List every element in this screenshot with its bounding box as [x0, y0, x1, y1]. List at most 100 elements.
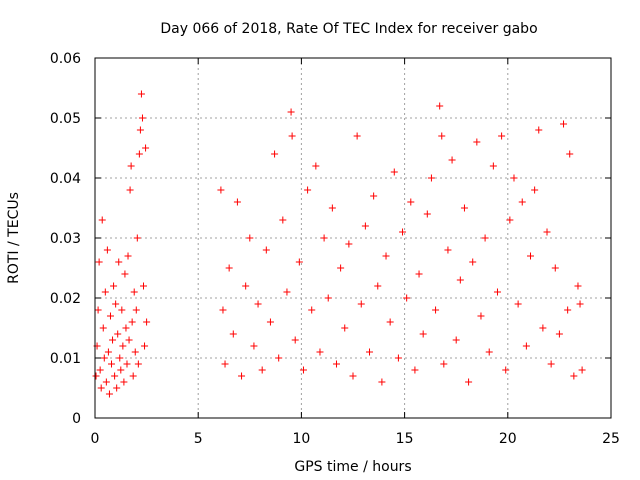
data-point — [128, 318, 136, 326]
data-point — [96, 366, 104, 374]
data-point — [287, 108, 295, 116]
data-point — [456, 276, 464, 284]
data-point — [361, 222, 369, 230]
data-point — [138, 114, 146, 122]
data-point — [109, 336, 117, 344]
data-point — [353, 132, 361, 140]
data-point — [140, 282, 148, 290]
data-point — [129, 372, 137, 380]
y-tick-label: 0 — [72, 411, 81, 427]
data-point — [299, 366, 307, 374]
data-point — [229, 330, 237, 338]
data-point — [123, 360, 131, 368]
data-point — [137, 90, 145, 98]
data-point — [506, 216, 514, 224]
data-point — [141, 342, 149, 350]
data-point — [498, 132, 506, 140]
data-point — [477, 312, 485, 320]
data-point — [332, 360, 340, 368]
data-point — [125, 336, 133, 344]
data-points — [92, 90, 586, 398]
data-point — [394, 354, 402, 362]
data-point — [324, 294, 332, 302]
data-point — [122, 324, 130, 332]
data-point — [448, 156, 456, 164]
grid-lines — [95, 58, 611, 418]
data-point — [102, 378, 110, 386]
data-point — [543, 228, 551, 236]
data-point — [258, 366, 266, 374]
data-point — [136, 126, 144, 134]
data-point — [349, 372, 357, 380]
data-point — [119, 342, 127, 350]
data-point — [570, 372, 578, 380]
data-point — [219, 306, 227, 314]
data-point — [560, 120, 568, 128]
data-point — [576, 300, 584, 308]
data-point — [142, 144, 150, 152]
data-point — [111, 372, 119, 380]
data-point — [341, 324, 349, 332]
data-point — [242, 282, 250, 290]
data-point — [130, 288, 138, 296]
data-point — [295, 258, 303, 266]
data-point — [518, 198, 526, 206]
data-point — [308, 306, 316, 314]
data-point — [436, 102, 444, 110]
data-point — [566, 150, 574, 158]
data-point — [469, 258, 477, 266]
data-point — [547, 360, 555, 368]
data-point — [320, 234, 328, 242]
data-point — [225, 264, 233, 272]
data-point — [99, 324, 107, 332]
data-point — [403, 294, 411, 302]
data-point — [110, 282, 118, 290]
data-point — [366, 348, 374, 356]
y-tick-labels: 0 0.01 0.02 0.03 0.04 0.05 0.06 — [50, 51, 81, 427]
data-point — [101, 288, 109, 296]
data-point — [345, 240, 353, 248]
data-point — [382, 252, 390, 260]
data-point — [399, 228, 407, 236]
data-point — [514, 300, 522, 308]
y-tick-label: 0.01 — [50, 351, 81, 367]
y-tick-label: 0.05 — [50, 111, 81, 127]
data-point — [254, 300, 262, 308]
data-point — [135, 150, 143, 158]
data-point — [121, 270, 129, 278]
data-point — [115, 258, 123, 266]
data-point — [126, 186, 134, 194]
x-tick-label: 0 — [91, 431, 100, 447]
x-tick-label: 10 — [292, 431, 310, 447]
data-point — [312, 162, 320, 170]
data-point — [564, 306, 572, 314]
data-point — [94, 306, 102, 314]
data-point — [100, 354, 108, 362]
data-point — [432, 306, 440, 314]
data-point — [97, 384, 105, 392]
data-point — [288, 132, 296, 140]
data-point — [133, 234, 141, 242]
data-point — [493, 288, 501, 296]
y-tick-label: 0.03 — [50, 231, 81, 247]
data-point — [531, 186, 539, 194]
data-point — [95, 258, 103, 266]
x-tick-label: 5 — [194, 431, 203, 447]
data-point — [444, 246, 452, 254]
data-point — [473, 138, 481, 146]
data-point — [574, 282, 582, 290]
data-point — [440, 360, 448, 368]
data-point — [104, 348, 112, 356]
data-point — [98, 216, 106, 224]
data-point — [143, 318, 151, 326]
data-point — [485, 348, 493, 356]
data-point — [316, 348, 324, 356]
x-tick-label: 15 — [396, 431, 414, 447]
data-point — [134, 360, 142, 368]
x-tick-label: 25 — [602, 431, 620, 447]
data-point — [291, 336, 299, 344]
data-point — [116, 354, 124, 362]
data-point — [390, 168, 398, 176]
data-point — [378, 378, 386, 386]
